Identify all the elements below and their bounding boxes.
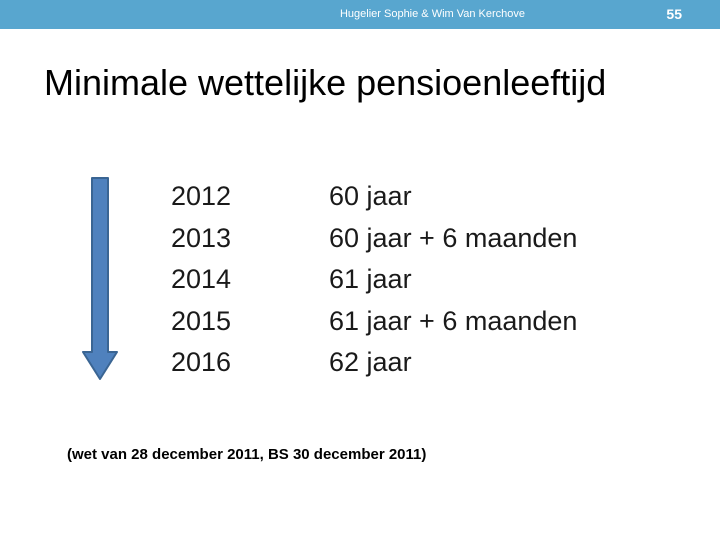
slide-number: 55	[666, 6, 682, 22]
year-cell: 2016	[171, 347, 232, 377]
age-cell: 62 jaar	[329, 347, 412, 377]
age-cell: 61 jaar + 6 maanden	[329, 305, 578, 336]
age-cell: 60 jaar	[329, 181, 412, 211]
header-authors: Hugelier Sophie & Wim Van Kerchove	[339, 8, 526, 20]
down-arrow-icon	[82, 177, 118, 380]
year-cell: 2012	[171, 181, 232, 211]
year-cell: 2015	[171, 305, 232, 336]
slide-title: Minimale wettelijke pensioenleeftijd	[44, 62, 607, 103]
age-cell: 60 jaar + 6 maanden	[329, 222, 578, 253]
header-bar: Hugelier Sophie & Wim Van Kerchove 55	[0, 0, 720, 29]
years-column: 2012 2013 2014 2015 2016	[171, 176, 231, 384]
year-cell: 2014	[171, 264, 232, 294]
footnote: (wet van 28 december 2011, BS 30 decembe…	[67, 446, 427, 463]
age-cell: 61 jaar	[329, 264, 412, 294]
ages-column: 60 jaar 60 jaar + 6 maanden 61 jaar 61 j…	[329, 176, 577, 384]
year-cell: 2013	[171, 222, 232, 253]
